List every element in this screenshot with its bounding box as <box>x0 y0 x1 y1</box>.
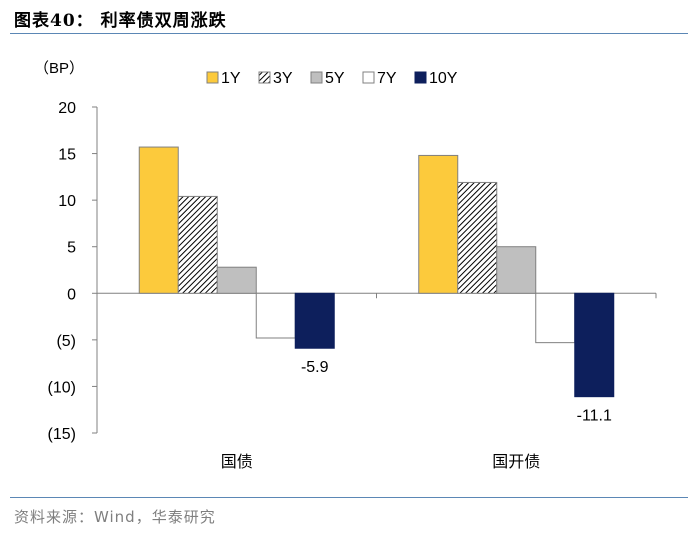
data-label: -11.1 <box>577 408 612 425</box>
x-category-label: 国债 <box>221 453 253 471</box>
footer-divider <box>10 497 688 498</box>
legend-label-7y: 7Y <box>377 70 397 87</box>
legend-label-3y: 3Y <box>273 70 293 87</box>
bar-10y-cgb <box>294 292 335 349</box>
legend-label-1y: 1Y <box>221 70 241 87</box>
y-tick-label: 0 <box>67 286 76 303</box>
y-tick-label: (10) <box>48 379 76 396</box>
x-category-label: 国开债 <box>492 453 540 471</box>
legend-swatch-7y <box>362 71 375 84</box>
bar-10y-cdb <box>574 292 615 398</box>
y-tick-label: 15 <box>58 147 76 164</box>
title-divider <box>10 33 688 34</box>
legend-label-5y: 5Y <box>325 70 345 87</box>
y-tick-label: (15) <box>48 426 76 443</box>
bar-3y-cdb <box>457 181 498 294</box>
bar-3y-cgb <box>177 195 218 294</box>
bar-7y-cgb <box>255 292 296 339</box>
bar-1y-cgb <box>138 146 179 294</box>
y-tick-label: 20 <box>58 100 76 117</box>
legend-label-10y: 10Y <box>429 70 458 87</box>
page-title: 图表40： 利率债双周涨跌 <box>14 11 227 31</box>
legend-swatch-3y <box>258 71 271 84</box>
bar-7y-cdb <box>535 292 576 344</box>
bar-1y-cdb <box>418 154 459 294</box>
y-tick-label: (5) <box>56 333 76 350</box>
data-label: -5.9 <box>301 359 329 376</box>
bar-5y-cdb <box>496 246 537 294</box>
y-unit-label: （BP） <box>34 60 84 77</box>
y-tick-label: 5 <box>67 240 76 257</box>
legend-swatch-10y <box>414 71 427 84</box>
bar-5y-cgb <box>216 266 257 294</box>
source-note: 资料来源：Wind，华泰研究 <box>14 508 216 526</box>
legend-swatch-1y <box>206 71 219 84</box>
y-tick-label: 10 <box>58 193 76 210</box>
legend-swatch-5y <box>310 71 323 84</box>
